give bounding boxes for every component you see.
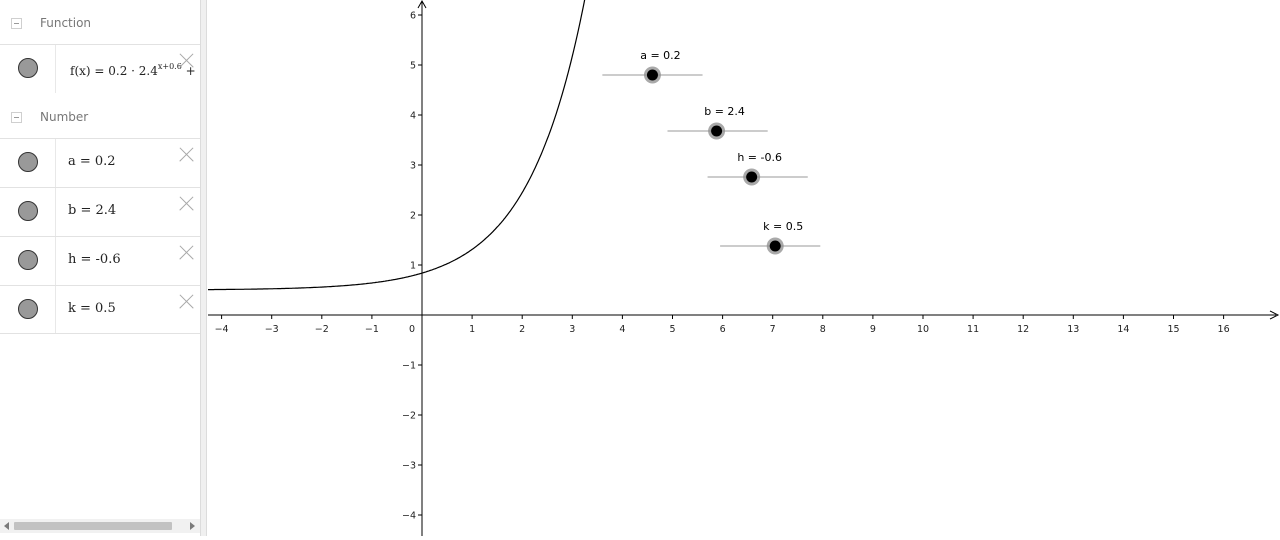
visibility-cell [0,139,56,187]
slider-handle[interactable] [711,125,723,137]
visibility-toggle-icon[interactable] [18,152,38,172]
group-title-number: Number [40,110,89,124]
collapse-number-icon[interactable] [11,112,22,123]
delete-b-icon[interactable] [178,196,194,212]
x-tick-label: 4 [619,324,625,335]
x-tick-label: 15 [1167,324,1179,335]
function-curve [206,0,586,291]
delete-function-icon[interactable] [178,53,194,69]
y-tick-label: 1 [410,261,416,272]
y-tick-label: −1 [402,361,416,372]
group-header-function[interactable]: Function [0,1,200,45]
visibility-toggle-icon[interactable] [18,58,38,78]
slider-label: k = 0.5 [763,220,803,233]
visibility-toggle-icon[interactable] [18,201,38,221]
x-tick-label: −1 [365,324,379,335]
number-definition-k[interactable]: k = 0.5 [68,301,116,316]
x-tick-label: 0 [409,324,415,335]
graphics-view[interactable]: −4 −3 −2 −1 0 1 2 3 4 5 6 7 8 9 10 11 12 13 14 15 16 1 2 3 4 5 6 −1… [206,0,1280,536]
visibility-cell [0,45,56,93]
function-exponent: x+0.6 [157,62,182,71]
number-definition-b[interactable]: b = 2.4 [68,203,117,218]
x-tick-label: −3 [265,324,279,335]
collapse-function-icon[interactable] [11,18,22,29]
graphics-canvas[interactable]: −4 −3 −2 −1 0 1 2 3 4 5 6 7 8 9 10 11 12 13 14 15 16123456−1… [206,0,1280,536]
group-title-function: Function [40,16,92,30]
y-tick-label: 6 [410,11,416,22]
x-tick-label: 13 [1067,324,1079,335]
scroll-left-icon[interactable] [4,522,9,530]
delete-a-icon[interactable] [178,147,194,163]
y-tick-label: −4 [402,511,416,522]
visibility-cell [0,188,56,236]
slider-label: h = -0.6 [737,151,782,164]
function-prefix: f(x) = 0.2 · 2.4 [70,64,158,78]
slider-label: a = 0.2 [640,49,680,62]
y-tick-label: 4 [410,111,416,122]
x-tick-label: 9 [870,324,876,335]
algebra-row-b[interactable]: b = 2.4 [0,187,200,236]
visibility-cell [0,237,56,285]
scrollbar-thumb[interactable] [14,522,172,530]
x-tick-label: 8 [820,324,826,335]
algebra-row-h[interactable]: h = -0.6 [0,236,200,285]
algebra-row-k[interactable]: k = 0.5 [0,285,200,334]
y-tick-label: 3 [410,161,416,172]
horizontal-scrollbar[interactable] [0,519,200,533]
visibility-toggle-icon[interactable] [18,250,38,270]
x-tick-label: 3 [569,324,575,335]
x-tick-label: 12 [1017,324,1029,335]
slider-handle[interactable] [646,69,658,81]
y-tick-label: 5 [410,61,416,72]
view-splitter[interactable] [200,0,207,536]
number-definition-a[interactable]: a = 0.2 [68,154,116,169]
x-tick-label: −2 [315,324,329,335]
y-axis-arrow-icon [417,0,427,9]
x-tick-label: 5 [669,324,675,335]
y-tick-label: 2 [410,211,416,222]
algebra-row-function[interactable]: f(x) = 0.2 · 2.4x+0.6 + 0.5 [0,44,200,93]
x-tick-label: 7 [770,324,776,335]
x-tick-label: 14 [1117,324,1129,335]
slider-label: b = 2.4 [704,105,745,118]
y-tick-label: −2 [402,411,416,422]
x-tick-label: 6 [720,324,726,335]
visibility-cell [0,286,56,333]
number-definition-h[interactable]: h = -0.6 [68,252,121,267]
group-header-number[interactable]: Number [0,95,200,139]
delete-h-icon[interactable] [178,245,194,261]
x-tick-label: 11 [967,324,979,335]
x-tick-label: 10 [917,324,929,335]
y-tick-label: −3 [402,461,416,472]
slider-handle[interactable] [769,240,781,252]
scroll-right-icon[interactable] [190,522,195,530]
algebra-view: Function f(x) = 0.2 · 2.4x+0.6 + 0.5 Num… [0,0,200,536]
x-axis-arrow-icon [1269,310,1280,320]
algebra-row-a[interactable]: a = 0.2 [0,138,200,187]
visibility-toggle-icon[interactable] [18,299,38,319]
x-tick-label: 16 [1218,324,1230,335]
x-tick-label: −4 [215,324,229,335]
slider-handle[interactable] [746,171,758,183]
x-tick-label: 1 [469,324,475,335]
delete-k-icon[interactable] [178,294,194,310]
x-tick-label: 2 [519,324,525,335]
